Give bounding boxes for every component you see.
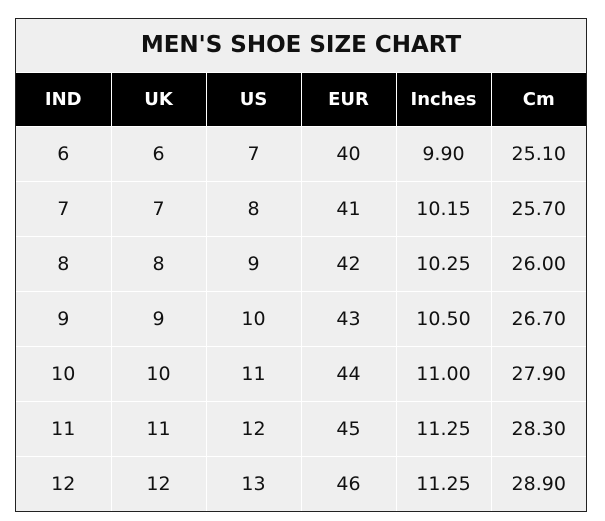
table-cell: 25.10 xyxy=(490,126,586,182)
table-cell: 9.90 xyxy=(395,126,492,182)
table-cell: 13 xyxy=(205,456,302,511)
table-cell: 27.90 xyxy=(490,346,586,402)
table-row: 8 8 9 42 10.25 26.00 xyxy=(16,236,586,292)
table-cell: 10 xyxy=(205,291,302,347)
table-cell: 11.00 xyxy=(395,346,492,402)
table-cell: 9 xyxy=(16,291,112,347)
table-cell: 7 xyxy=(110,181,207,237)
table-cell: 10.25 xyxy=(395,236,492,292)
table-cell: 42 xyxy=(300,236,397,292)
table-row: 9 9 10 43 10.50 26.70 xyxy=(16,291,586,347)
table-cell: 7 xyxy=(16,181,112,237)
column-header-ind: IND xyxy=(16,73,112,127)
table-row: 12 12 13 46 11.25 28.90 xyxy=(16,456,586,511)
table-cell: 7 xyxy=(205,126,302,182)
column-header-inches: Inches xyxy=(395,73,492,127)
table-cell: 46 xyxy=(300,456,397,511)
table-cell: 8 xyxy=(205,181,302,237)
table-cell: 9 xyxy=(110,291,207,347)
table-cell: 6 xyxy=(16,126,112,182)
table-cell: 10.15 xyxy=(395,181,492,237)
table-row: 11 11 12 45 11.25 28.30 xyxy=(16,401,586,457)
table-cell: 9 xyxy=(205,236,302,292)
table-row: 10 10 11 44 11.00 27.90 xyxy=(16,346,586,402)
size-chart: MEN'S SHOE SIZE CHART IND UK US EUR Inches Cm… xyxy=(15,18,587,512)
table-cell: 10 xyxy=(110,346,207,402)
table-cell: 11.25 xyxy=(395,401,492,457)
chart-title: MEN'S SHOE SIZE CHART xyxy=(16,19,586,73)
table-cell: 11 xyxy=(16,401,112,457)
table-cell: 26.70 xyxy=(490,291,586,347)
table-cell: 12 xyxy=(16,456,112,511)
table-cell: 43 xyxy=(300,291,397,347)
header-row: IND UK US EUR Inches Cm xyxy=(16,73,586,127)
column-header-uk: UK xyxy=(110,73,207,127)
table-cell: 44 xyxy=(300,346,397,402)
table-cell: 11.25 xyxy=(395,456,492,511)
table-cell: 41 xyxy=(300,181,397,237)
table-cell: 28.30 xyxy=(490,401,586,457)
table-cell: 11 xyxy=(110,401,207,457)
table-cell: 40 xyxy=(300,126,397,182)
table-cell: 11 xyxy=(205,346,302,402)
table-cell: 8 xyxy=(110,236,207,292)
table-cell: 12 xyxy=(205,401,302,457)
table-row: 6 6 7 40 9.90 25.10 xyxy=(16,126,586,182)
table-row: 7 7 8 41 10.15 25.70 xyxy=(16,181,586,237)
table-cell: 45 xyxy=(300,401,397,457)
table-cell: 26.00 xyxy=(490,236,586,292)
column-header-cm: Cm xyxy=(490,73,586,127)
table-cell: 6 xyxy=(110,126,207,182)
table-cell: 25.70 xyxy=(490,181,586,237)
table-cell: 10.50 xyxy=(395,291,492,347)
table-cell: 12 xyxy=(110,456,207,511)
table-cell: 8 xyxy=(16,236,112,292)
size-table: IND UK US EUR Inches Cm 6 6 7 40 9.90 25.10 7 7 8 41 10… xyxy=(16,73,586,511)
table-cell: 28.90 xyxy=(490,456,586,511)
column-header-us: US xyxy=(205,73,302,127)
column-header-eur: EUR xyxy=(300,73,397,127)
table-cell: 10 xyxy=(16,346,112,402)
